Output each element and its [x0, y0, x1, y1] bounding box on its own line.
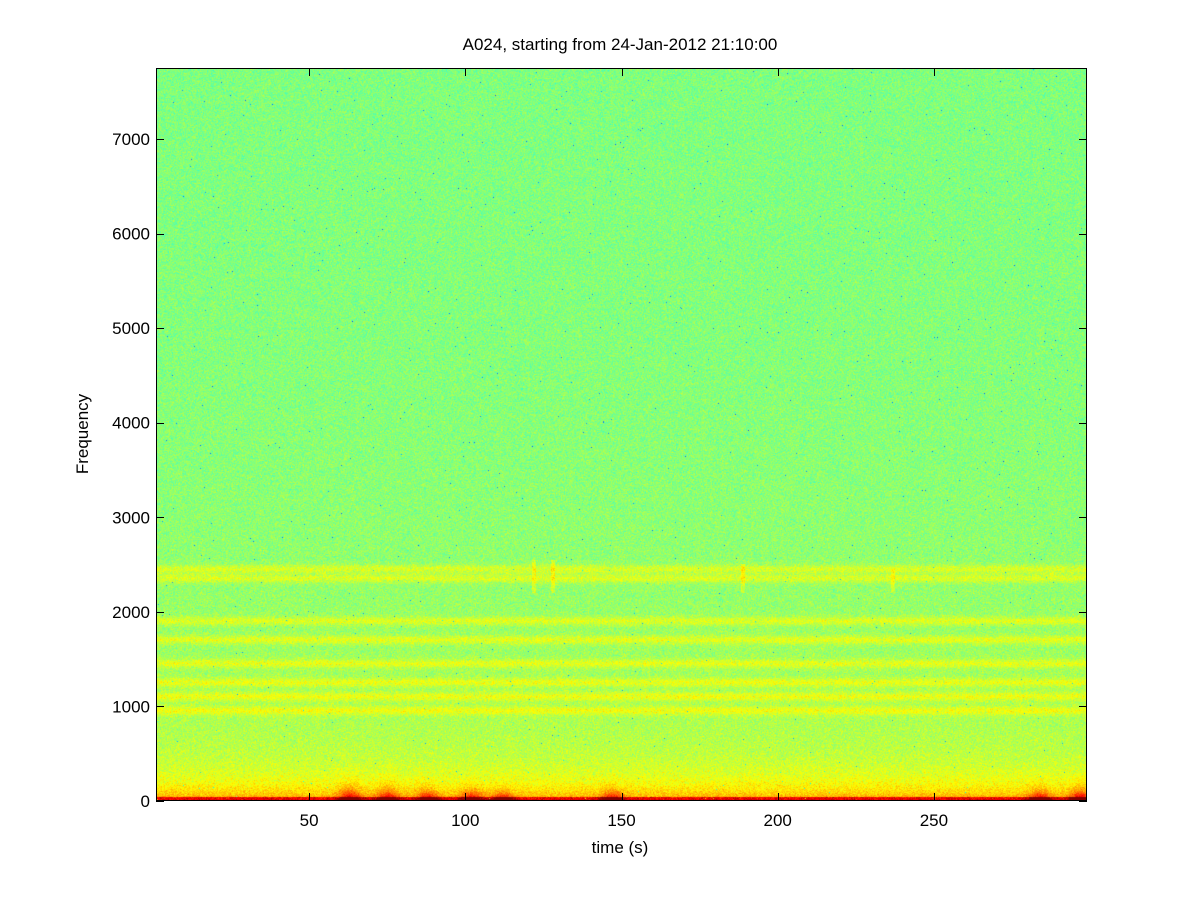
x-tick-label: 250 — [920, 811, 948, 830]
y-tick-label: 1000 — [112, 697, 150, 716]
x-tick-label: 150 — [607, 811, 635, 830]
y-tick-label: 7000 — [112, 130, 150, 149]
x-tick-label: 50 — [300, 811, 319, 830]
y-tick-label: 4000 — [112, 414, 150, 433]
y-tick-label: 6000 — [112, 225, 150, 244]
y-tick-label: 0 — [141, 792, 150, 811]
spectrogram-image — [156, 68, 1087, 801]
y-tick-label: 5000 — [112, 319, 150, 338]
plot-area — [156, 68, 1087, 801]
x-axis: 50 100 150 200 250 — [300, 68, 948, 830]
y-axis-label: Frequency — [73, 393, 92, 474]
y-axis: 0 1000 2000 3000 4000 5000 6000 7000 — [112, 130, 1087, 811]
y-tick-label: 2000 — [112, 603, 150, 622]
x-tick-label: 100 — [451, 811, 479, 830]
x-tick-label: 200 — [764, 811, 792, 830]
x-axis-label: time (s) — [592, 838, 649, 857]
y-tick-label: 3000 — [112, 508, 150, 527]
chart-title: A024, starting from 24-Jan-2012 21:10:00 — [463, 35, 778, 54]
axes-frame — [156, 68, 1087, 801]
